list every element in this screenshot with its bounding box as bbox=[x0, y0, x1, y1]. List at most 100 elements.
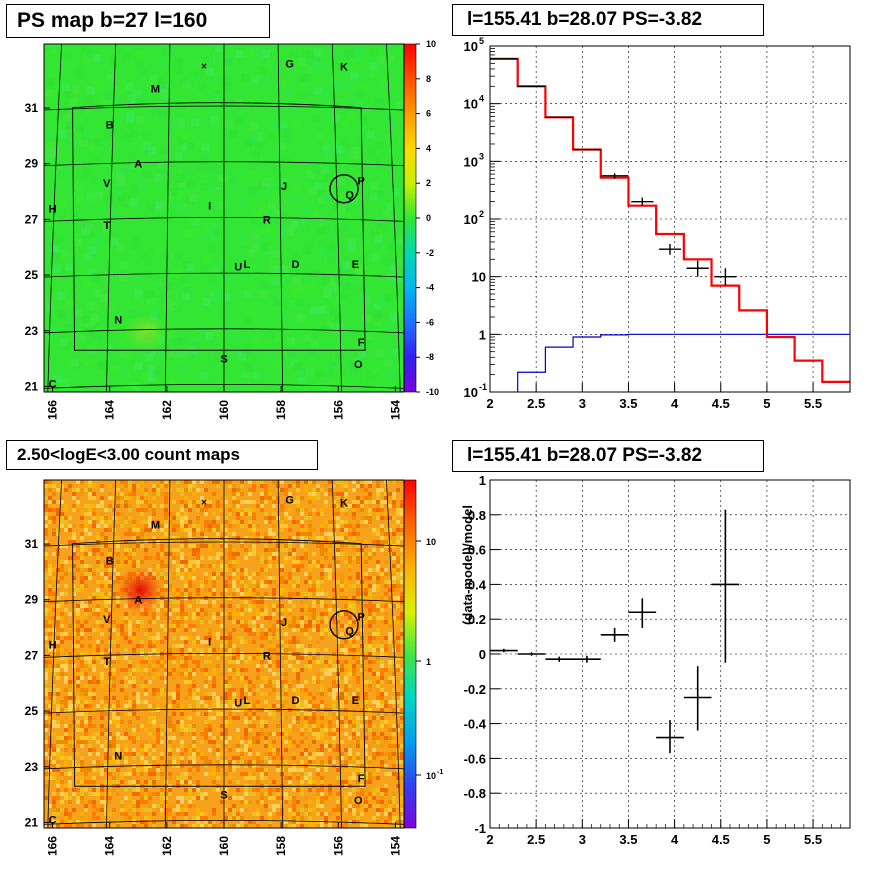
count-map-texture-cell bbox=[228, 556, 232, 560]
count-map-texture-cell bbox=[96, 656, 100, 660]
ps-map-texture-cell bbox=[369, 62, 378, 71]
count-map-texture-cell bbox=[84, 700, 88, 704]
count-map-texture-cell bbox=[220, 712, 224, 716]
count-map-texture-cell bbox=[352, 532, 356, 536]
count-map-texture-cell bbox=[292, 756, 296, 760]
ps-map-texture-cell bbox=[124, 133, 132, 142]
count-map-texture-cell bbox=[340, 532, 344, 536]
count-map-texture-cell bbox=[224, 528, 228, 532]
count-map-texture-cell bbox=[96, 732, 100, 736]
count-map-texture-cell bbox=[240, 484, 244, 488]
count-map-texture-cell bbox=[256, 656, 260, 660]
ps-map-texture-cell bbox=[373, 317, 382, 326]
count-map-texture-cell bbox=[256, 732, 260, 736]
count-map-texture-cell bbox=[340, 552, 344, 556]
count-map-texture-cell bbox=[396, 604, 400, 608]
count-map-texture-cell bbox=[240, 796, 244, 800]
count-map-texture-cell bbox=[348, 808, 352, 812]
count-map-texture-cell bbox=[144, 748, 148, 752]
count-map-texture-cell bbox=[104, 584, 108, 588]
count-map-texture-cell bbox=[164, 564, 168, 568]
count-map-texture-cell bbox=[340, 752, 344, 756]
count-map-texture-cell bbox=[352, 596, 356, 600]
count-map-texture-cell bbox=[236, 552, 240, 556]
count-map-texture-cell bbox=[216, 576, 220, 580]
ps-map-texture-cell bbox=[385, 134, 394, 143]
count-map-texture-cell bbox=[176, 796, 180, 800]
count-map-texture-cell bbox=[104, 544, 108, 548]
count-map-texture-cell bbox=[80, 560, 84, 564]
count-map-texture-cell bbox=[268, 564, 272, 568]
count-map-texture-cell bbox=[228, 636, 232, 640]
count-map-texture-cell bbox=[156, 804, 160, 808]
count-map-texture-cell bbox=[216, 632, 220, 636]
count-map-texture-cell bbox=[364, 704, 368, 708]
count-map-texture-cell bbox=[224, 804, 228, 808]
count-map-texture-cell bbox=[152, 756, 156, 760]
count-map-texture-cell bbox=[300, 732, 304, 736]
ps-map-texture-cell bbox=[68, 90, 77, 99]
count-map-texture-cell bbox=[176, 572, 180, 576]
ps-map-texture-cell bbox=[366, 130, 375, 139]
ps-map-texture-cell bbox=[211, 296, 220, 304]
count-map-texture-cell bbox=[260, 648, 264, 652]
count-map-texture-cell bbox=[136, 824, 140, 828]
count-map-texture-cell bbox=[68, 516, 72, 520]
ps-map-texture-cell bbox=[62, 113, 71, 122]
count-map-texture-cell bbox=[268, 704, 272, 708]
count-map-texture-cell bbox=[64, 528, 68, 532]
count-map-texture-cell bbox=[72, 552, 76, 556]
count-map-texture-cell bbox=[296, 660, 300, 664]
count-map-texture-cell bbox=[340, 696, 344, 700]
count-map-texture-cell bbox=[200, 584, 204, 588]
ps-map-texture-cell bbox=[88, 302, 97, 311]
count-map-texture-cell bbox=[364, 764, 368, 768]
count-map-texture-cell bbox=[380, 708, 384, 712]
count-map-texture-cell bbox=[356, 592, 360, 596]
count-map-texture-cell bbox=[308, 532, 312, 536]
count-map-texture-cell bbox=[348, 768, 352, 772]
count-map-texture-cell bbox=[232, 792, 236, 796]
count-map-texture-cell bbox=[248, 632, 252, 636]
count-map-texture-cell bbox=[204, 772, 208, 776]
count-map-texture-cell bbox=[388, 572, 392, 576]
count-map-texture-cell bbox=[48, 500, 52, 504]
count-map-texture-cell bbox=[228, 524, 232, 528]
count-map-texture-cell bbox=[252, 636, 256, 640]
count-map-texture-cell bbox=[232, 612, 236, 616]
count-map-texture-cell bbox=[168, 516, 172, 520]
count-map-texture-cell bbox=[220, 504, 224, 508]
count-map-texture-cell bbox=[336, 580, 340, 584]
count-map-texture-cell bbox=[300, 512, 304, 516]
count-map-texture-cell bbox=[132, 684, 136, 688]
ps-map-texture-cell bbox=[155, 295, 164, 304]
count-map-texture-cell bbox=[160, 576, 164, 580]
count-map-texture-cell bbox=[308, 712, 312, 716]
count-map-texture-cell bbox=[184, 816, 188, 820]
count-map-texture-cell bbox=[292, 820, 296, 824]
count-map-texture-cell bbox=[44, 796, 48, 800]
count-map-texture-cell bbox=[64, 632, 68, 636]
ps-map-texture-cell bbox=[92, 271, 101, 280]
count-map-texture-cell bbox=[392, 584, 396, 588]
ps-map-texture-cell bbox=[394, 236, 403, 245]
count-map-texture-cell bbox=[80, 624, 84, 628]
count-map-texture-cell bbox=[120, 632, 124, 636]
count-map-texture-cell bbox=[188, 624, 192, 628]
count-map-texture-cell bbox=[384, 596, 388, 600]
count-map-texture-cell bbox=[264, 612, 268, 616]
count-map-texture-cell bbox=[228, 544, 232, 548]
count-map-texture-cell bbox=[276, 696, 280, 700]
count-map-texture-cell bbox=[272, 672, 276, 676]
count-map-texture-cell bbox=[192, 772, 196, 776]
count-map-texture-cell bbox=[56, 704, 60, 708]
count-map-texture-cell bbox=[244, 568, 248, 572]
count-map-texture-cell bbox=[252, 580, 256, 584]
count-map-texture-cell bbox=[364, 516, 368, 520]
count-map-texture-cell bbox=[188, 716, 192, 720]
count-map-texture-cell bbox=[104, 536, 108, 540]
ps-map-texture-cell bbox=[73, 182, 82, 191]
count-map-texture-cell bbox=[292, 480, 296, 484]
count-map-texture-cell bbox=[176, 732, 180, 736]
count-map-texture-cell bbox=[208, 480, 212, 484]
